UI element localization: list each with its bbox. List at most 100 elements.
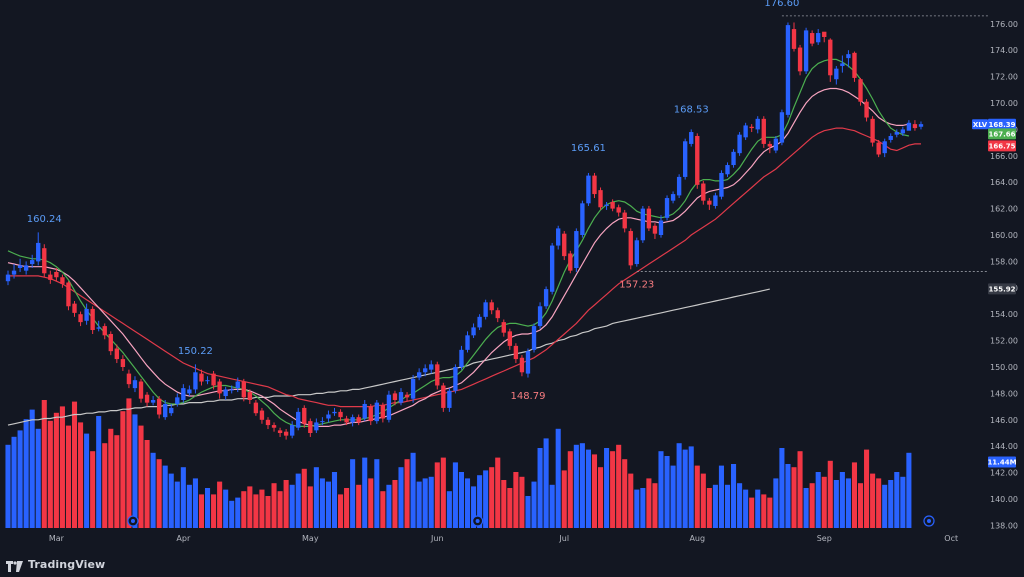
ma-line-white (7, 288, 770, 426)
candle-body (840, 63, 845, 67)
candle-body (537, 306, 543, 327)
volume-bar (864, 449, 870, 528)
price-tick-label: 160.00 (990, 231, 1018, 240)
event-marker-icon[interactable] (923, 515, 935, 527)
candle-body (150, 400, 156, 403)
event-marker-icon[interactable] (472, 515, 484, 527)
volume-bar (567, 451, 573, 528)
candle-body (265, 419, 271, 426)
candle-body (96, 327, 101, 329)
price-tag-label: 155.92 (988, 285, 1015, 293)
candle-body (598, 190, 603, 208)
volume-bar (882, 484, 888, 528)
volume-bar (906, 452, 912, 528)
event-markers[interactable] (127, 515, 935, 527)
volume-bar (688, 446, 694, 528)
candle-body (108, 334, 113, 352)
candle-body (344, 418, 349, 423)
volume-bar (561, 470, 567, 528)
volume-bar (700, 473, 706, 528)
volume-bar (90, 451, 96, 528)
volume-bar (483, 470, 489, 528)
price-tag-label: 166.75 (988, 142, 1015, 150)
volume-bar (259, 489, 265, 528)
volume-bar (507, 488, 513, 528)
candle-body (864, 101, 869, 118)
volume-bar (845, 478, 851, 528)
volume-bar (440, 457, 446, 528)
volume-bar (398, 467, 404, 528)
candle-body (791, 29, 797, 49)
volume-bar (5, 444, 11, 528)
volume-bar (59, 406, 65, 528)
candle-body (253, 402, 259, 414)
candle-body (338, 411, 343, 418)
candle-body (296, 411, 301, 428)
candle-body (277, 430, 283, 433)
candle-body (356, 417, 361, 423)
candle-body (616, 207, 621, 213)
volume-bar (35, 428, 41, 528)
candle-body (453, 367, 458, 391)
candle-body (17, 265, 23, 268)
volume-bar (162, 465, 168, 528)
candle-body (737, 134, 742, 154)
volume-bar (537, 448, 543, 528)
volume-bar (694, 465, 700, 528)
volume-bar (622, 459, 628, 528)
event-marker-icon[interactable] (127, 515, 139, 527)
candle-body (743, 125, 748, 138)
candle-body (828, 39, 833, 76)
volume-bar (827, 460, 833, 528)
candle-body (604, 204, 609, 206)
candle-body (900, 129, 906, 134)
volume-bar (186, 484, 192, 528)
candle-body (156, 398, 162, 415)
volume-bar (428, 476, 434, 528)
price-tag (988, 140, 1016, 152)
tradingview-logo[interactable]: TradingView (6, 556, 105, 572)
volume-bar (313, 467, 319, 528)
volume-bar (138, 425, 144, 528)
volume-bar (670, 465, 676, 528)
candle-body (549, 245, 555, 292)
price-tick-label: 138.00 (990, 521, 1018, 530)
time-tick-label: Jul (558, 534, 569, 543)
volume-bar (301, 468, 307, 528)
price-tick-label: 158.00 (990, 257, 1018, 266)
peak-label: 157.23 (619, 280, 654, 291)
time-axis[interactable]: Mar Apr May Jun Jul Aug Sep Oct (49, 534, 958, 543)
volume-bar (833, 480, 839, 528)
candle-body (132, 380, 138, 389)
volume-bar (737, 483, 743, 528)
candle-body (223, 389, 228, 397)
time-tick-label: Sep (817, 534, 832, 543)
candle-body (761, 118, 766, 144)
candle-body (586, 175, 591, 204)
reference-lines (636, 15, 988, 272)
volume-bar (604, 448, 610, 528)
volume-bar (797, 451, 803, 528)
ma-line-green (7, 58, 910, 427)
volume-bar (241, 491, 247, 528)
candle-body (11, 270, 17, 275)
volume-bar (706, 488, 712, 528)
candle-body (809, 33, 815, 44)
candle-body (163, 403, 168, 418)
candle-body (634, 240, 639, 265)
volume-bar (894, 472, 900, 528)
price-tick-label: 162.00 (990, 205, 1018, 214)
volume-bar (791, 467, 797, 528)
volume-bar (11, 436, 17, 528)
volume-bar (434, 462, 440, 528)
volume-bar (579, 443, 585, 528)
volume-bar (344, 488, 350, 528)
volume-bar (29, 409, 35, 528)
candle-body (374, 402, 379, 422)
candle-body (713, 195, 718, 206)
volume-bar (229, 500, 235, 528)
volume-bar (325, 481, 331, 528)
candle-body (592, 175, 597, 195)
candle-body (90, 308, 95, 331)
